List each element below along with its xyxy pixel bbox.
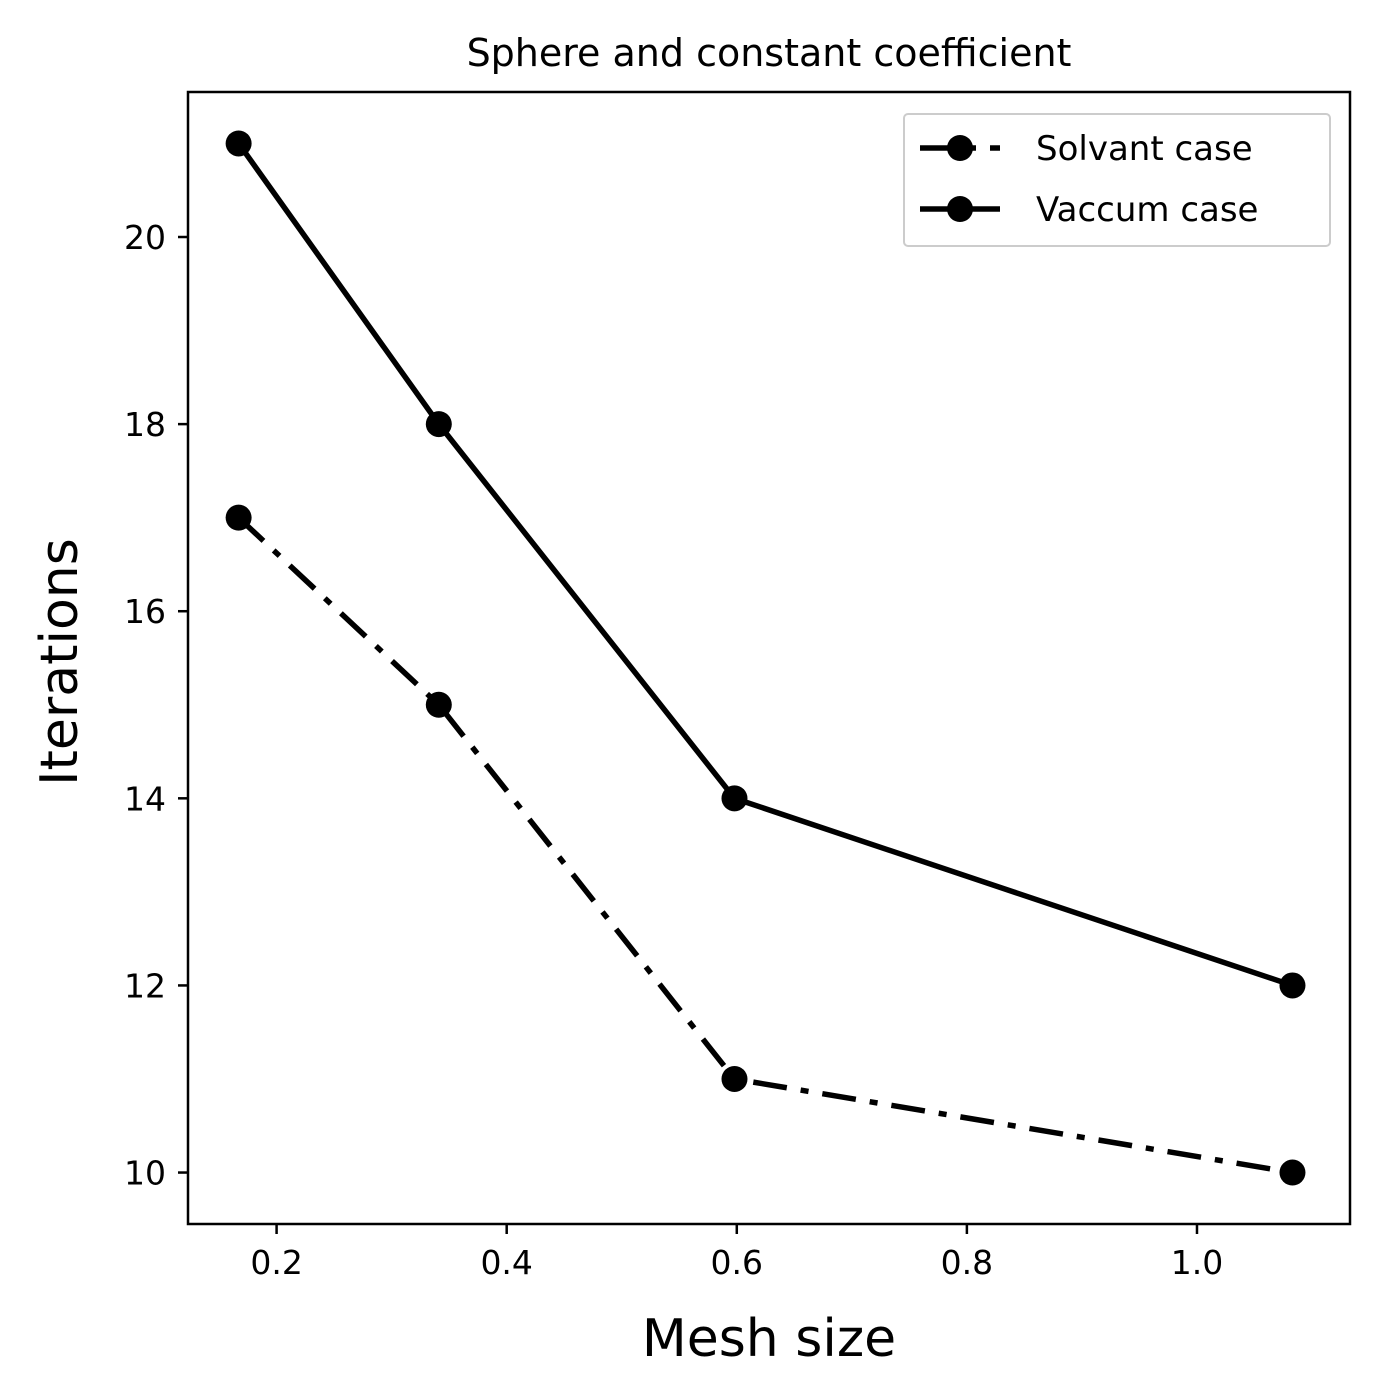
- x-tick-label: 0.6: [711, 1243, 763, 1282]
- x-axis-label: Mesh size: [642, 1309, 896, 1369]
- x-tick-label: 0.4: [480, 1243, 532, 1282]
- chart-title: Sphere and constant coefficient: [467, 31, 1072, 75]
- series-line-solvant-case: [236, 515, 1293, 1176]
- x-tick-label: 0.2: [250, 1243, 302, 1282]
- legend-label: Solvant case: [1036, 129, 1253, 169]
- legend-marker: [947, 135, 973, 161]
- y-tick-label: 10: [124, 1154, 166, 1193]
- series-vaccum-case: [225, 130, 1306, 999]
- legend-entry: Vaccum case: [920, 190, 1258, 230]
- legend: Solvant case Vaccum case: [903, 113, 1331, 247]
- legend-marker: [947, 196, 973, 222]
- axis-ticks: 0.2 0.4 0.6 0.8 1.0 10 12 14 16 18 20: [124, 218, 1223, 1282]
- y-tick-label: 14: [124, 779, 166, 818]
- series-line-vaccum-case: [236, 141, 1294, 989]
- legend-entry: Solvant case: [920, 129, 1253, 169]
- data-point: [225, 130, 252, 157]
- x-tick-label: 1.0: [1171, 1243, 1223, 1282]
- y-axis-label: Iterations: [30, 538, 90, 786]
- data-point: [721, 1065, 748, 1092]
- data-point: [425, 691, 452, 718]
- y-tick-label: 20: [124, 218, 166, 257]
- data-point: [225, 504, 252, 531]
- plot-frame: [186, 90, 1352, 1226]
- plot-area: [225, 130, 1306, 1186]
- series-solvant-case: [225, 504, 1306, 1186]
- x-tick-label: 0.8: [941, 1243, 993, 1282]
- data-point: [1279, 972, 1306, 999]
- y-tick-label: 16: [124, 592, 166, 631]
- data-point: [425, 411, 452, 438]
- legend-box: [903, 113, 1331, 247]
- data-point: [721, 785, 748, 812]
- legend-label: Vaccum case: [1036, 190, 1258, 230]
- data-point: [1279, 1159, 1306, 1186]
- y-tick-label: 12: [124, 966, 166, 1005]
- y-tick-label: 18: [124, 405, 166, 444]
